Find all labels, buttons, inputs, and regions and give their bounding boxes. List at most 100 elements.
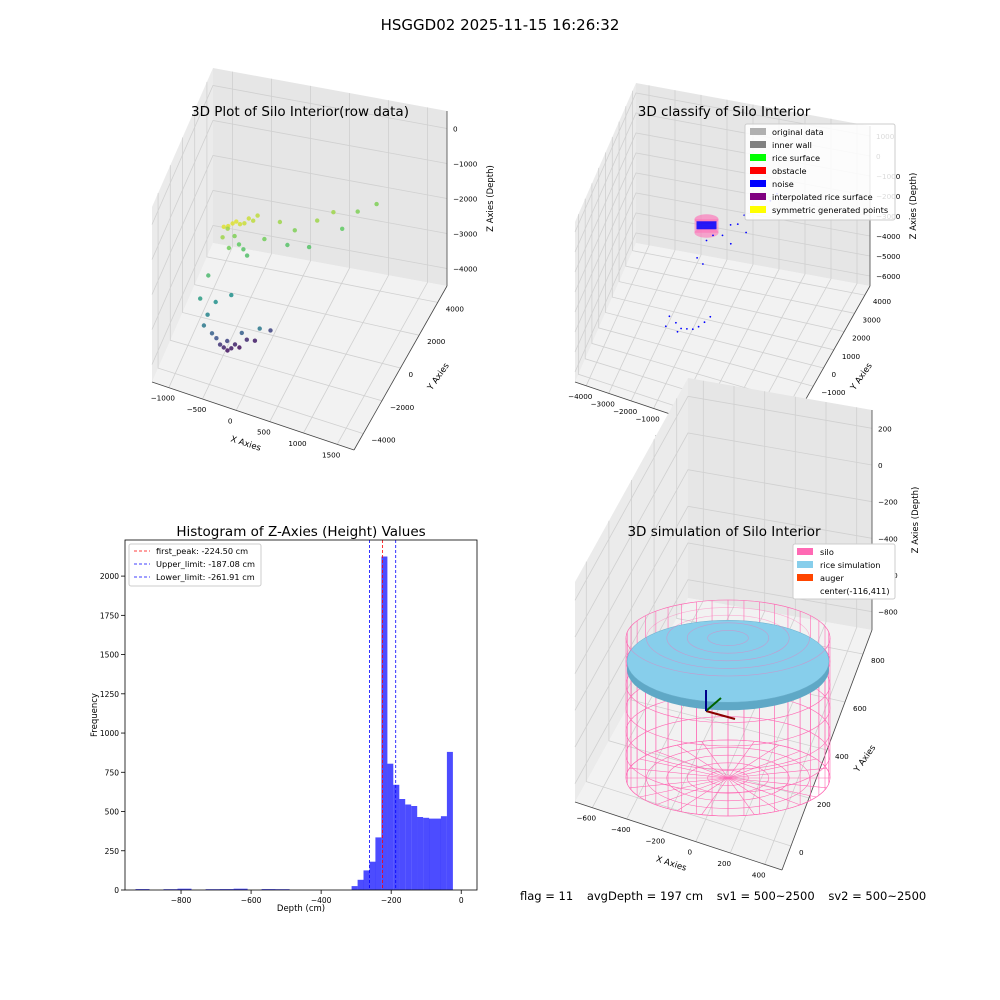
- cls-x-grid: [608, 90, 676, 394]
- y-axis-label: Y Axies: [852, 743, 879, 775]
- scatter-point: [277, 219, 283, 225]
- scatter-point: [225, 348, 230, 353]
- z-tick-label: −200: [878, 498, 898, 507]
- z-axis-label: Z Axies (Depth): [486, 165, 496, 232]
- legend-label: rice surface: [772, 153, 820, 163]
- sim-x-grid: [764, 407, 858, 865]
- scatter-point: [292, 228, 297, 233]
- scatter-point: [340, 226, 345, 231]
- legend-label: obstacle: [772, 166, 807, 176]
- z-axis-label: Z Axies (Depth): [909, 173, 919, 240]
- chart-title: 3D Plot of Silo Interior(row data): [191, 104, 409, 120]
- scatter-point: [237, 222, 243, 227]
- scatter-point: [239, 330, 244, 336]
- x-tick-label: −200: [645, 836, 665, 845]
- legend-swatch: [750, 141, 766, 148]
- z-axis-label: Z Axies (Depth): [911, 487, 921, 554]
- histogram-bar: [233, 888, 248, 890]
- x-tick-label: −1000: [151, 394, 176, 403]
- z-tick-label: −6000: [876, 272, 901, 281]
- raw-x-grid: [269, 93, 350, 422]
- legend-swatch: [750, 206, 766, 213]
- raw-y-grid: [206, 81, 438, 303]
- sim-y-grid: [631, 480, 828, 751]
- noise-point: [712, 234, 714, 237]
- x-tick-label: 200: [717, 859, 731, 868]
- scatter-point: [229, 346, 234, 351]
- scatter-point: [232, 233, 237, 239]
- cls-z-grid: [574, 232, 871, 373]
- scatter-point: [201, 323, 207, 328]
- silo-bottom-spoke: [727, 758, 817, 779]
- status-footer: flag = 11 avgDepth = 197 cm sv1 = 500~25…: [520, 889, 936, 903]
- cluster-noise-band: [696, 221, 717, 230]
- noise-point: [703, 321, 706, 324]
- sim-y-axis-line: [781, 629, 873, 871]
- y-tick-label: 2000: [852, 334, 871, 343]
- scatter-point: [225, 338, 230, 344]
- x-tick-label: −2000: [613, 407, 638, 416]
- flag-readout: flag = 11: [520, 889, 574, 903]
- histogram-bar: [261, 889, 276, 890]
- y-tick-label: 1000: [842, 352, 861, 361]
- cls-x-grid: [653, 99, 728, 409]
- y-tick-label: 0: [799, 848, 804, 857]
- z-tick-label: −5000: [876, 252, 901, 261]
- cls-z-grid: [574, 92, 871, 233]
- figure-title: HSGGD02 2025-11-15 16:26:32: [380, 16, 620, 34]
- raw-y-grid: [194, 109, 420, 336]
- scatter-point: [221, 345, 226, 350]
- cls-y-grid: [632, 90, 865, 296]
- x-tick-label: −200: [381, 896, 402, 905]
- sim-z-grid: [574, 505, 873, 711]
- y-axis-label: Frequency: [90, 693, 100, 737]
- raw-x-grid: [235, 85, 311, 411]
- raw-data-3d-scatter: −1000 −500 0 500 1000 1500 −4000 −2000 0 2000 4000…: [151, 68, 496, 459]
- histogram-bar: [363, 870, 370, 890]
- noise-point: [702, 263, 704, 265]
- scatter-point: [244, 337, 249, 342]
- raw-y-grid: [169, 165, 383, 402]
- noise-point: [697, 325, 700, 328]
- y-tick-label: −1000: [821, 388, 846, 397]
- x-tick-label: 0: [459, 896, 464, 905]
- chart-title: 3D simulation of Silo Interior: [627, 524, 821, 540]
- scatter-point: [262, 236, 267, 242]
- scatter-point: [252, 338, 258, 343]
- legend-label: Upper_limit: -187.08 cm: [156, 559, 255, 569]
- noise-point: [668, 315, 671, 318]
- y-tick-label: 600: [853, 704, 867, 713]
- histogram-bar: [205, 889, 220, 890]
- noise-point: [709, 315, 712, 318]
- noise-point: [721, 234, 724, 237]
- noise-point: [680, 327, 682, 330]
- legend-label: symmetric generated points: [772, 205, 888, 215]
- y-tick-label: 400: [835, 752, 849, 761]
- silo-bottom-spoke: [727, 744, 780, 779]
- silo-simulation-3d: −600−400−20002004000200400600800−800−600…: [574, 378, 921, 879]
- silo-bottom-spoke: [639, 777, 729, 798]
- raw-x-axis-line: [151, 381, 355, 451]
- sim-z-grid: [574, 432, 873, 638]
- sim-x-grid: [695, 396, 796, 842]
- cls-x-grid: [585, 85, 650, 386]
- x-tick-label: −600: [576, 814, 596, 823]
- sim-z-grid: [574, 395, 873, 601]
- cls-y-grid: [618, 121, 845, 332]
- silo-bottom-spoke: [727, 777, 755, 815]
- x-tick-label: −400: [311, 896, 332, 905]
- noise-point: [729, 242, 732, 245]
- scatter-point: [242, 221, 247, 226]
- z-tick-label: −1000: [453, 160, 478, 169]
- noise-point: [705, 239, 708, 242]
- noise-point: [691, 328, 694, 331]
- scatter-point: [331, 210, 336, 215]
- scatter-point: [244, 253, 250, 258]
- silo-bottom-spoke: [727, 777, 817, 798]
- y-tick-label: 1000: [100, 729, 119, 738]
- silo-top-ring: [666, 614, 790, 662]
- histogram-bar: [381, 556, 388, 890]
- legend-swatch: [750, 180, 766, 187]
- z-tick-label: −3000: [453, 230, 478, 239]
